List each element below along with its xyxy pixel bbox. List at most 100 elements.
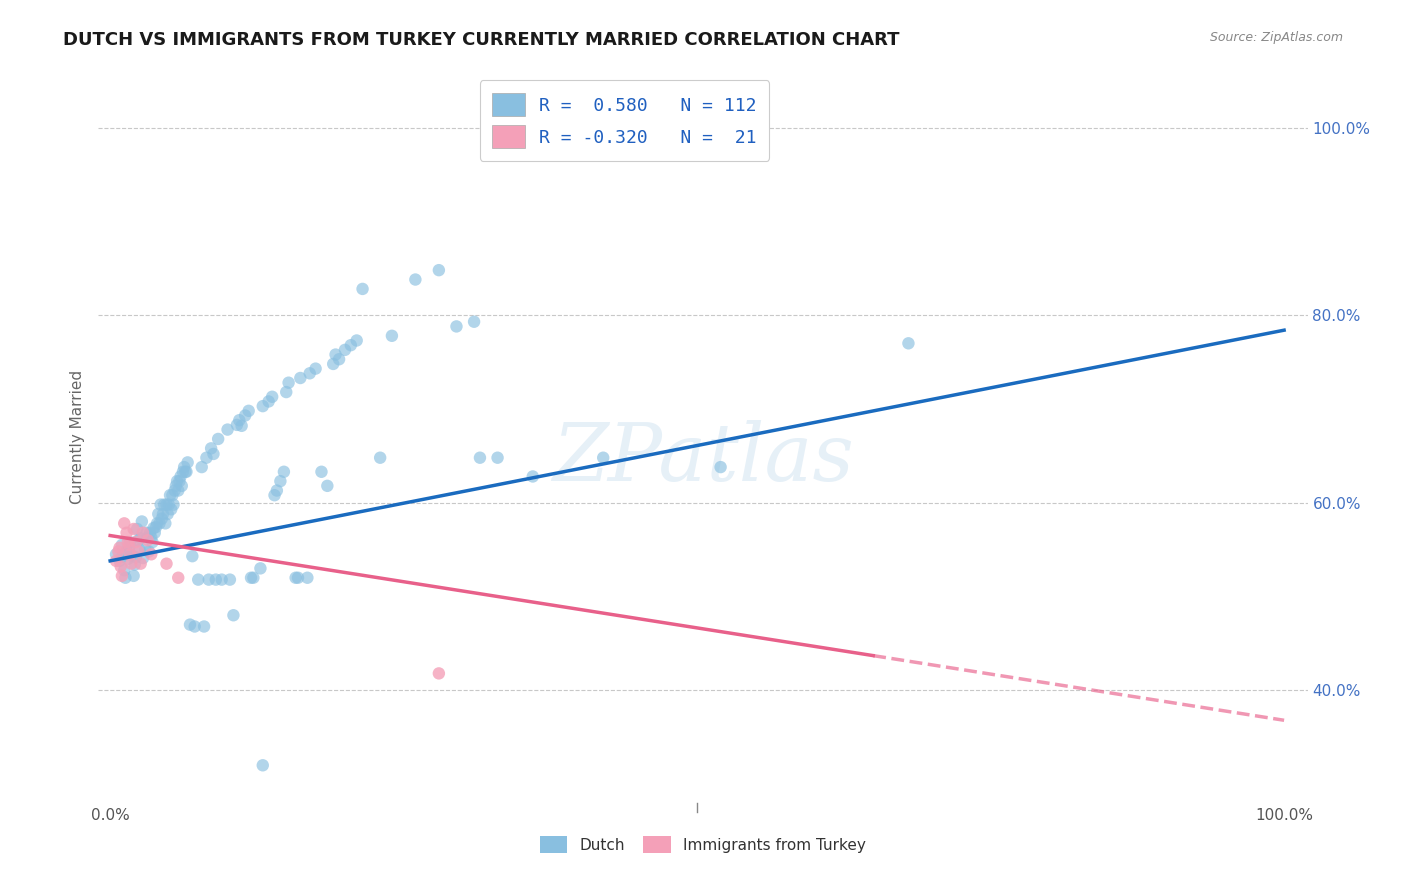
- Point: [145, 520, 167, 534]
- Point: [139, 525, 162, 540]
- Point: [105, 554, 128, 568]
- Point: [166, 474, 188, 488]
- Point: [273, 465, 295, 479]
- Point: [155, 557, 177, 571]
- Point: [222, 608, 245, 623]
- Text: ZPatlas: ZPatlas: [553, 420, 853, 498]
- Point: [112, 516, 135, 531]
- Point: [115, 525, 138, 540]
- Point: [304, 361, 326, 376]
- Point: [136, 530, 159, 544]
- Point: [710, 460, 733, 475]
- Point: [143, 525, 166, 540]
- Point: [284, 571, 307, 585]
- Point: [134, 542, 156, 557]
- Point: [219, 573, 242, 587]
- Point: [165, 479, 187, 493]
- Point: [404, 272, 426, 286]
- Point: [187, 573, 209, 587]
- Point: [122, 522, 145, 536]
- Point: [217, 423, 239, 437]
- Point: [252, 758, 274, 772]
- Point: [352, 282, 374, 296]
- Point: [142, 521, 165, 535]
- Point: [200, 442, 222, 456]
- Point: [463, 315, 485, 329]
- Point: [131, 515, 153, 529]
- Point: [117, 535, 139, 549]
- Point: [340, 338, 363, 352]
- Y-axis label: Currently Married: Currently Married: [69, 370, 84, 504]
- Point: [138, 544, 160, 558]
- Point: [287, 571, 309, 585]
- Point: [240, 571, 263, 585]
- Point: [202, 447, 225, 461]
- Point: [127, 544, 149, 558]
- Point: [129, 557, 152, 571]
- Point: [207, 432, 229, 446]
- Text: DUTCH VS IMMIGRANTS FROM TURKEY CURRENTLY MARRIED CORRELATION CHART: DUTCH VS IMMIGRANTS FROM TURKEY CURRENTL…: [63, 31, 900, 49]
- Point: [111, 550, 134, 565]
- Point: [111, 538, 134, 552]
- Point: [162, 498, 184, 512]
- Point: [148, 507, 170, 521]
- Point: [298, 367, 321, 381]
- Point: [132, 551, 155, 566]
- Point: [141, 547, 163, 561]
- Point: [108, 541, 131, 555]
- Point: [120, 557, 142, 571]
- Point: [226, 417, 249, 432]
- Point: [233, 409, 256, 423]
- Point: [155, 516, 177, 531]
- Point: [269, 474, 291, 488]
- Point: [129, 532, 152, 546]
- Point: [157, 498, 180, 512]
- Point: [897, 336, 920, 351]
- Point: [172, 465, 194, 479]
- Point: [211, 573, 233, 587]
- Point: [152, 507, 174, 521]
- Point: [176, 455, 198, 469]
- Point: [228, 413, 250, 427]
- Point: [160, 502, 183, 516]
- Point: [276, 385, 298, 400]
- Point: [522, 469, 544, 483]
- Point: [112, 563, 135, 577]
- Point: [204, 573, 226, 587]
- Point: [127, 522, 149, 536]
- Point: [159, 488, 181, 502]
- Point: [381, 328, 404, 343]
- Point: [249, 561, 271, 575]
- Point: [105, 547, 128, 561]
- Legend: Dutch, Immigrants from Turkey: Dutch, Immigrants from Turkey: [533, 828, 873, 861]
- Point: [108, 554, 131, 568]
- Point: [468, 450, 491, 465]
- Point: [120, 548, 142, 562]
- Point: [153, 498, 176, 512]
- Point: [262, 390, 284, 404]
- Point: [162, 488, 184, 502]
- Point: [120, 547, 142, 561]
- Text: Source: ZipAtlas.com: Source: ZipAtlas.com: [1209, 31, 1343, 45]
- Point: [592, 450, 614, 465]
- Point: [190, 460, 212, 475]
- Point: [125, 535, 148, 549]
- Point: [446, 319, 468, 334]
- Point: [257, 394, 280, 409]
- Point: [128, 542, 150, 557]
- Point: [195, 450, 218, 465]
- Point: [346, 334, 368, 348]
- Point: [125, 550, 148, 565]
- Point: [368, 450, 391, 465]
- Point: [169, 474, 191, 488]
- Point: [155, 498, 177, 512]
- Point: [124, 558, 146, 572]
- Point: [107, 544, 129, 558]
- Point: [136, 533, 159, 548]
- Point: [122, 569, 145, 583]
- Point: [167, 483, 190, 498]
- Point: [252, 399, 274, 413]
- Point: [328, 352, 350, 367]
- Point: [141, 530, 163, 544]
- Point: [316, 479, 339, 493]
